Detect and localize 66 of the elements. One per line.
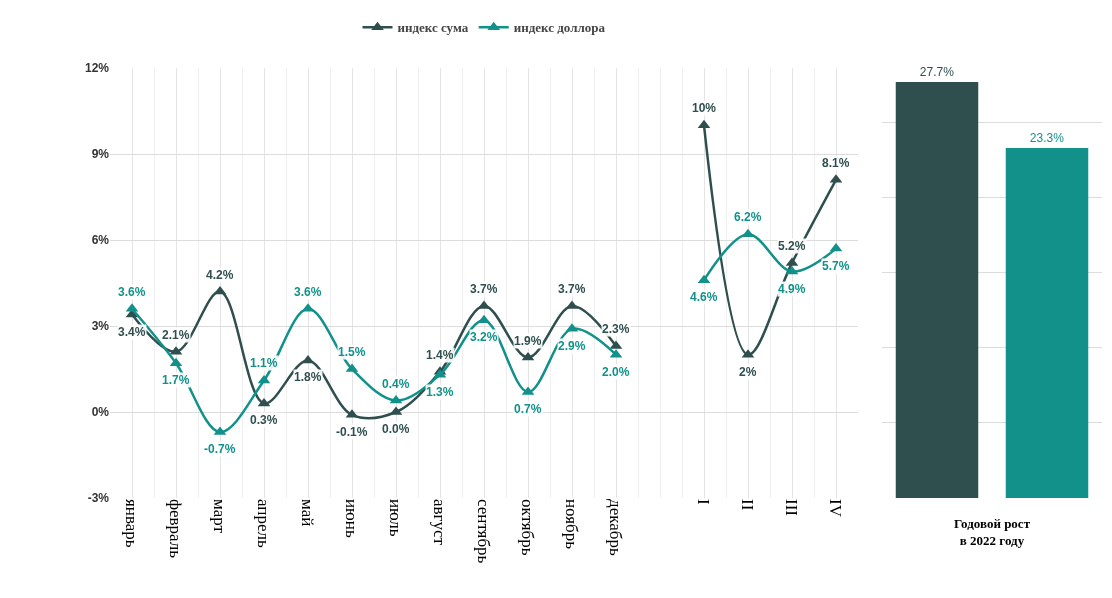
y-tick-label: 0% <box>91 405 110 420</box>
x-tick-label: июль <box>386 499 406 537</box>
data-label: 5.7% <box>822 259 850 273</box>
point <box>477 314 491 324</box>
data-label: 23.3% <box>1029 131 1065 145</box>
data-label: 2.1% <box>162 328 190 342</box>
x-tick-label: декабрь <box>606 499 626 556</box>
data-label: 3.2% <box>470 330 498 344</box>
data-label: 3.7% <box>470 282 498 296</box>
x-tick-label: июнь <box>342 499 362 538</box>
data-label: 1.3% <box>426 385 454 399</box>
data-label: 5.2% <box>778 239 806 253</box>
data-label: 2.0% <box>602 365 630 379</box>
data-label: -0.7% <box>204 442 236 456</box>
data-label: 0.0% <box>382 422 410 436</box>
data-label: 1.5% <box>338 345 366 359</box>
data-label: 3.6% <box>118 285 146 299</box>
data-label: 3.4% <box>118 325 146 339</box>
data-label: 27.7% <box>919 64 955 79</box>
data-label: 3.7% <box>558 282 586 296</box>
data-label: 1.9% <box>514 334 542 348</box>
y-tick-label: 3% <box>91 319 110 334</box>
x-tick-label: февраль <box>166 499 186 559</box>
data-label: 2.3% <box>602 322 630 336</box>
data-label: 8.1% <box>822 156 850 170</box>
x-tick-label: I <box>694 499 714 505</box>
data-label: 10% <box>692 101 717 115</box>
y-tick-label: 6% <box>91 233 110 248</box>
data-label: 4.2% <box>206 268 234 282</box>
legend-label: индекс сума <box>397 20 469 36</box>
point <box>257 397 271 407</box>
x-tick-label: август <box>430 499 450 546</box>
data-label: 2% <box>739 365 757 379</box>
point <box>301 354 315 364</box>
x-tick-label: октябрь <box>518 499 538 556</box>
data-label: -0.1% <box>336 425 368 439</box>
data-label: 1.4% <box>426 348 454 362</box>
data-label: 1.7% <box>162 373 190 387</box>
x-axis-title: Годовой рост в 2022 году <box>953 515 1031 548</box>
y-tick-label: 12% <box>84 61 110 76</box>
data-label: 2.9% <box>558 339 586 353</box>
data-label: 3.6% <box>294 285 322 299</box>
data-label: 0.4% <box>382 377 410 391</box>
y-tick-label: -3% <box>87 491 110 506</box>
x-tick-label: II <box>738 499 758 511</box>
x-tick-label: апрель <box>254 499 274 548</box>
data-label: 1.8% <box>294 370 322 384</box>
x-tick-label: сентябрь <box>474 499 494 564</box>
data-label: 1.1% <box>250 356 278 370</box>
x-tick-label: IV <box>826 499 846 518</box>
point <box>697 119 711 129</box>
point <box>257 374 271 384</box>
legend-label: индекс доллора <box>513 20 606 36</box>
point <box>169 357 183 367</box>
x-tick-label: март <box>210 499 230 534</box>
x-tick-label: май <box>298 499 318 527</box>
data-label: 4.9% <box>778 282 806 296</box>
x-tick-label: III <box>782 499 802 517</box>
x-tick-label: январь <box>122 499 142 548</box>
x-tick-label: ноябрь <box>562 499 582 550</box>
point <box>741 228 755 238</box>
data-label: 0.3% <box>250 413 278 427</box>
data-label: 0.7% <box>514 402 542 416</box>
y-tick-label: 9% <box>91 147 110 162</box>
data-label: 4.6% <box>690 290 718 304</box>
data-label: 6.2% <box>734 210 762 224</box>
